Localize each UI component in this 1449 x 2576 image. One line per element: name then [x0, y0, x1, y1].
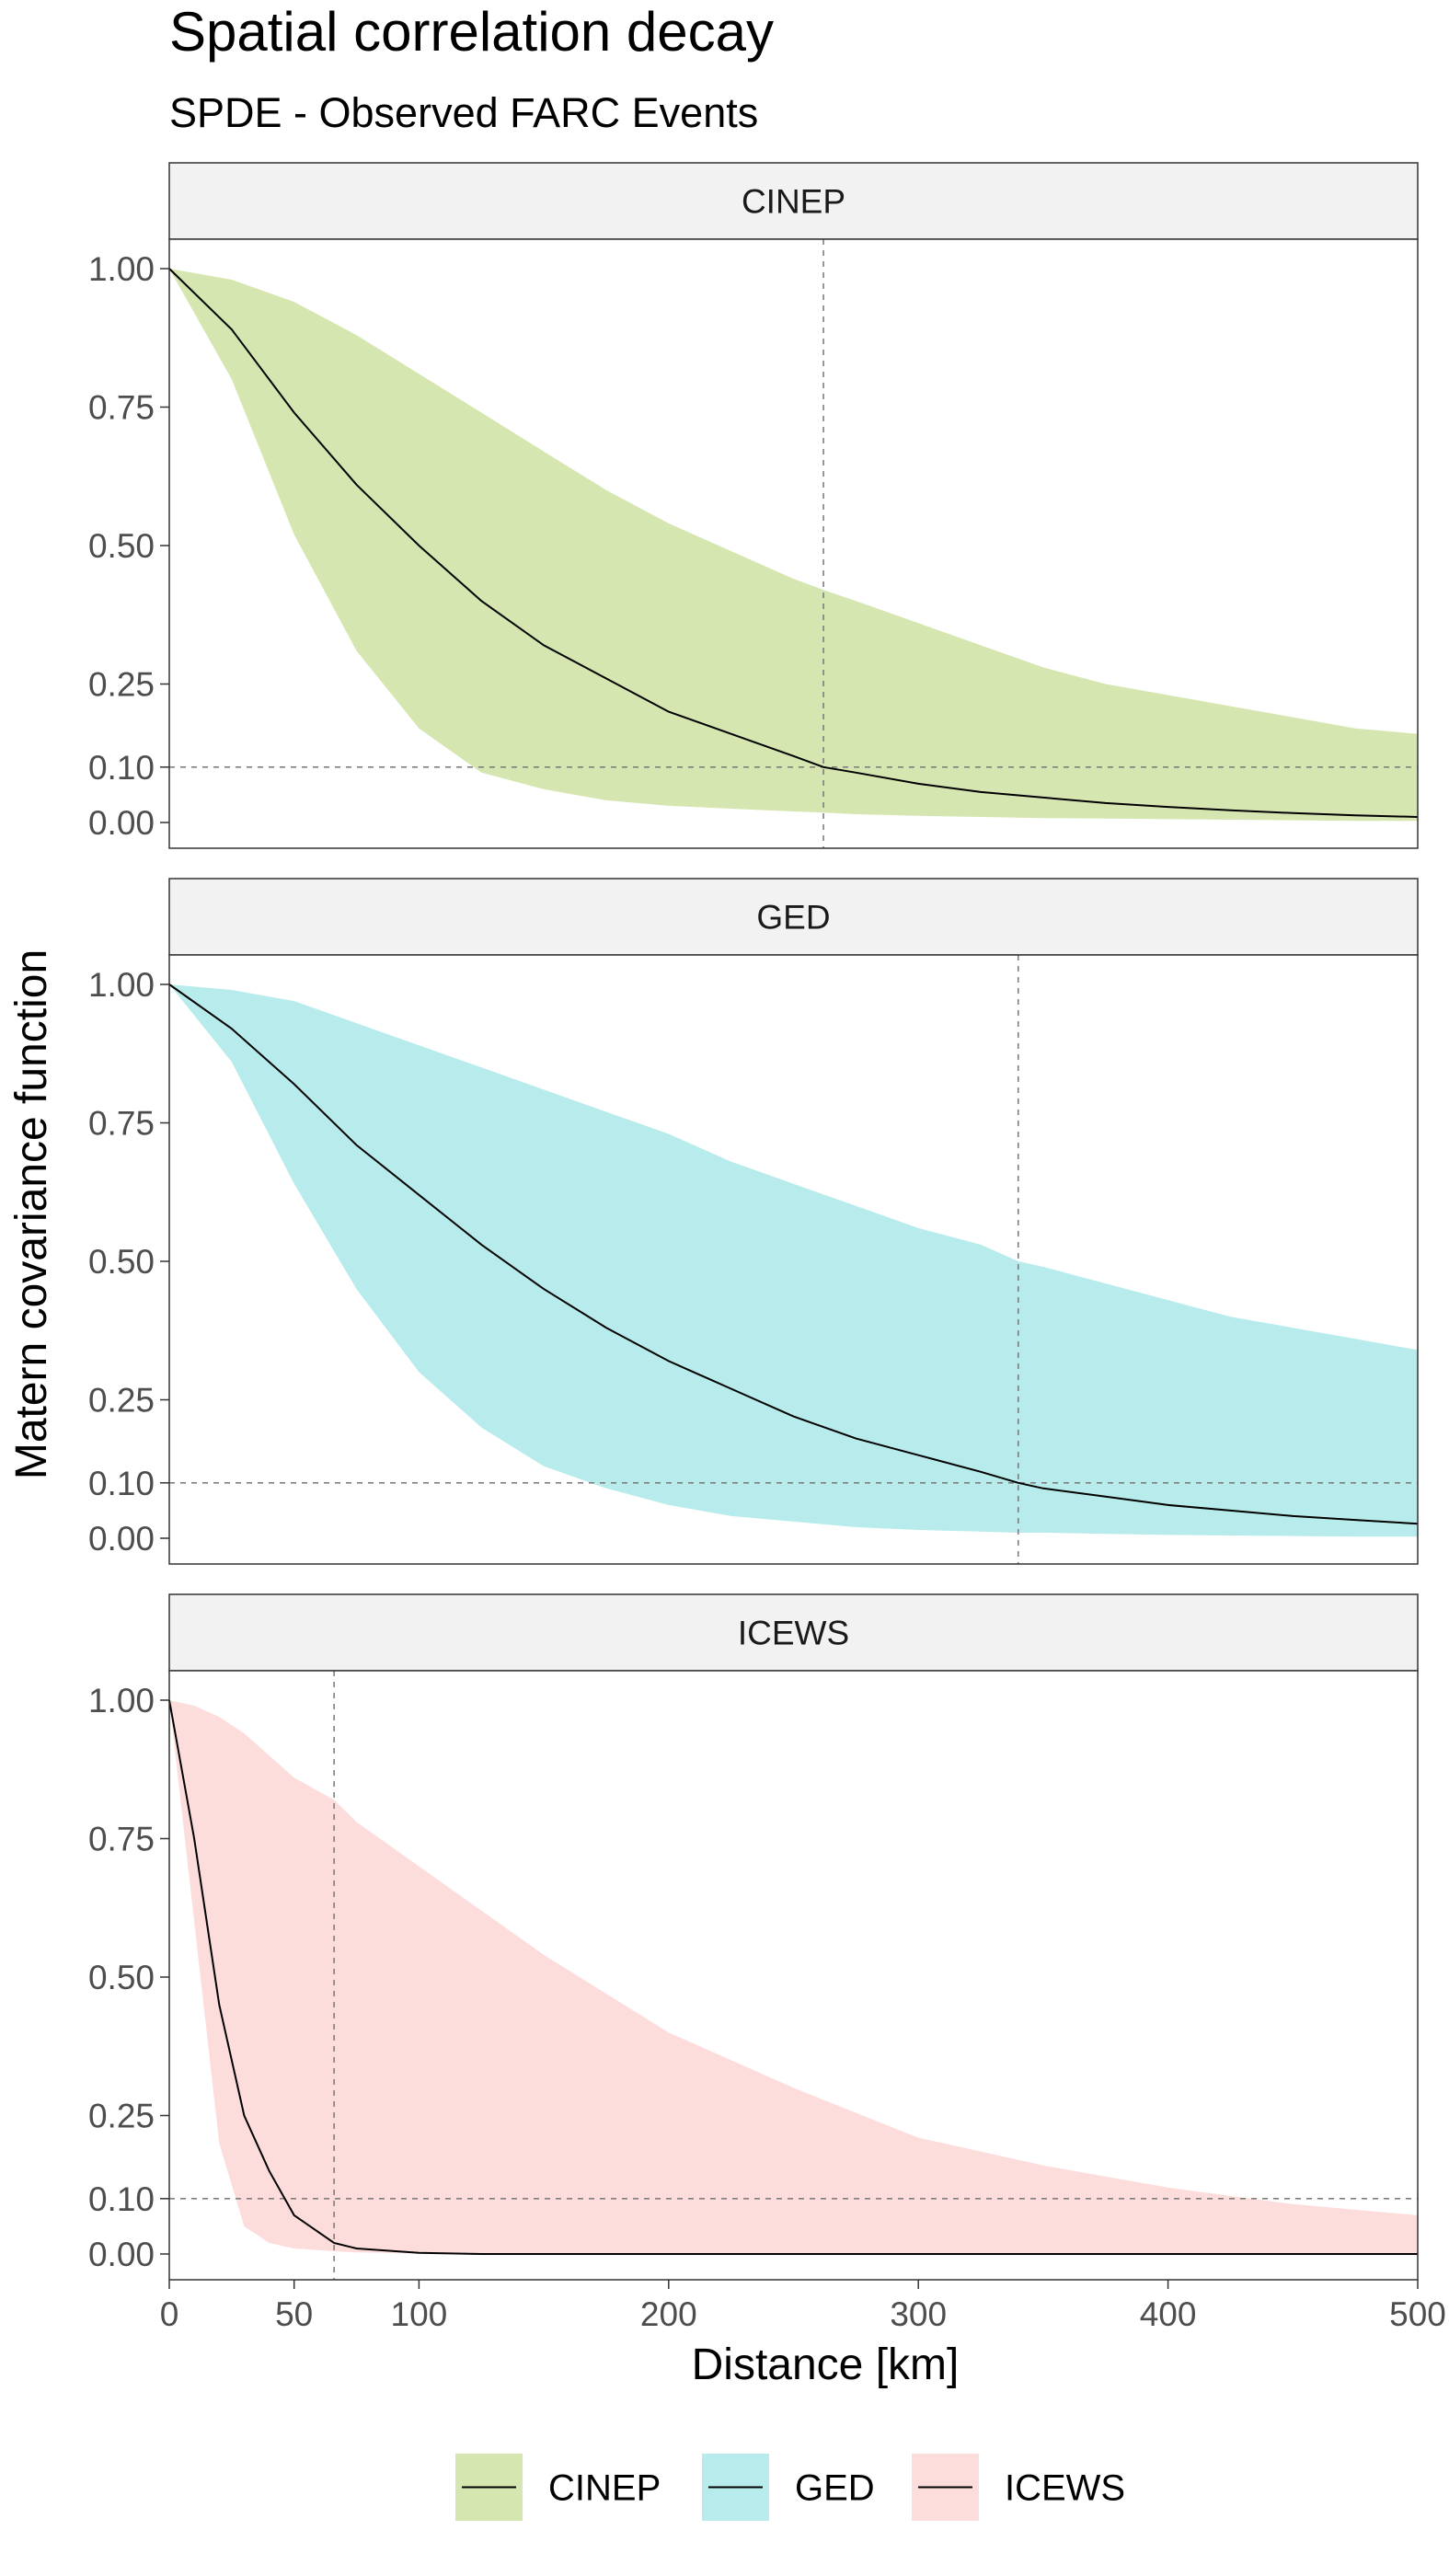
panel-border	[168, 954, 1419, 1565]
y-tick-label: 0.75	[88, 1821, 155, 1858]
panel-border	[168, 1670, 1419, 2281]
y-tick-label: 0.25	[88, 1382, 155, 1420]
y-tick-label: 0.25	[88, 666, 155, 704]
y-tick-label: 0.50	[88, 527, 155, 565]
y-axis-title: Matern covariance function	[7, 949, 56, 1479]
facet-ged: GED 0.00 0.10 0.25 0.50 0.75 1.00	[88, 878, 1419, 1565]
facet-strip-label: ICEWS	[738, 1615, 849, 1652]
legend-item-cinep: CINEP	[455, 2454, 661, 2521]
credible-band-icews	[169, 1700, 1418, 2254]
facet-strip	[168, 1593, 1419, 1672]
facet-strip-label: CINEP	[742, 183, 845, 221]
x-tick-label: 100	[391, 2295, 448, 2333]
x-tick-label: 0	[160, 2295, 179, 2333]
y-tick-label: 0.50	[88, 1959, 155, 1996]
mean-line-cinep	[168, 268, 1419, 818]
facet-icews: ICEWS 0.00 0.10 0.25 0.50 0.75 1.00 0 50 100 200 30…	[88, 1593, 1446, 2333]
x-tick-label: 200	[640, 2295, 697, 2333]
legend-label: CINEP	[548, 2468, 661, 2509]
mean-line-ged	[168, 983, 1419, 1525]
y-tick-label: 0.00	[88, 2236, 155, 2273]
y-tick-label: 0.00	[88, 804, 155, 842]
y-tick-label: 0.75	[88, 1105, 155, 1143]
facet-strip-label: GED	[756, 899, 830, 937]
legend-item-icews: ICEWS	[912, 2454, 1125, 2521]
facet-panels: CINEP 0.00 0.10 0.25 0.50 0.75 1.00 GED 0.00 0.10…	[88, 162, 1446, 2333]
x-axis-title: Distance [km]	[692, 2340, 960, 2389]
credible-band-cinep	[169, 269, 1418, 822]
y-tick-label: 1.00	[88, 966, 155, 1004]
facet-strip	[168, 162, 1419, 240]
chart-subtitle: SPDE - Observed FARC Events	[169, 89, 758, 136]
credible-band-ged	[169, 984, 1418, 1537]
x-tick-label: 300	[890, 2295, 947, 2333]
y-tick-label: 0.10	[88, 1465, 155, 1502]
y-tick-label: 1.00	[88, 1682, 155, 1719]
y-tick-label: 0.00	[88, 1520, 155, 1558]
y-tick-label: 0.10	[88, 2180, 155, 2218]
y-tick-label: 0.10	[88, 749, 155, 787]
x-tick-label: 400	[1140, 2295, 1197, 2333]
legend: CINEP GED ICEWS	[455, 2454, 1125, 2521]
panel-border	[168, 238, 1419, 849]
y-tick-label: 0.75	[88, 389, 155, 427]
mean-line-icews	[168, 1699, 1418, 2255]
x-tick-label: 500	[1389, 2295, 1446, 2333]
legend-item-ged: GED	[702, 2454, 875, 2521]
x-tick-label: 50	[275, 2295, 313, 2333]
facet-strip	[168, 878, 1419, 956]
y-tick-label: 0.25	[88, 2098, 155, 2135]
y-tick-label: 1.00	[88, 250, 155, 288]
facet-cinep: CINEP 0.00 0.10 0.25 0.50 0.75 1.00	[88, 162, 1419, 849]
legend-label: ICEWS	[1005, 2468, 1125, 2509]
legend-label: GED	[795, 2468, 875, 2509]
chart-title: Spatial correlation decay	[169, 1, 774, 63]
y-tick-label: 0.50	[88, 1243, 155, 1281]
